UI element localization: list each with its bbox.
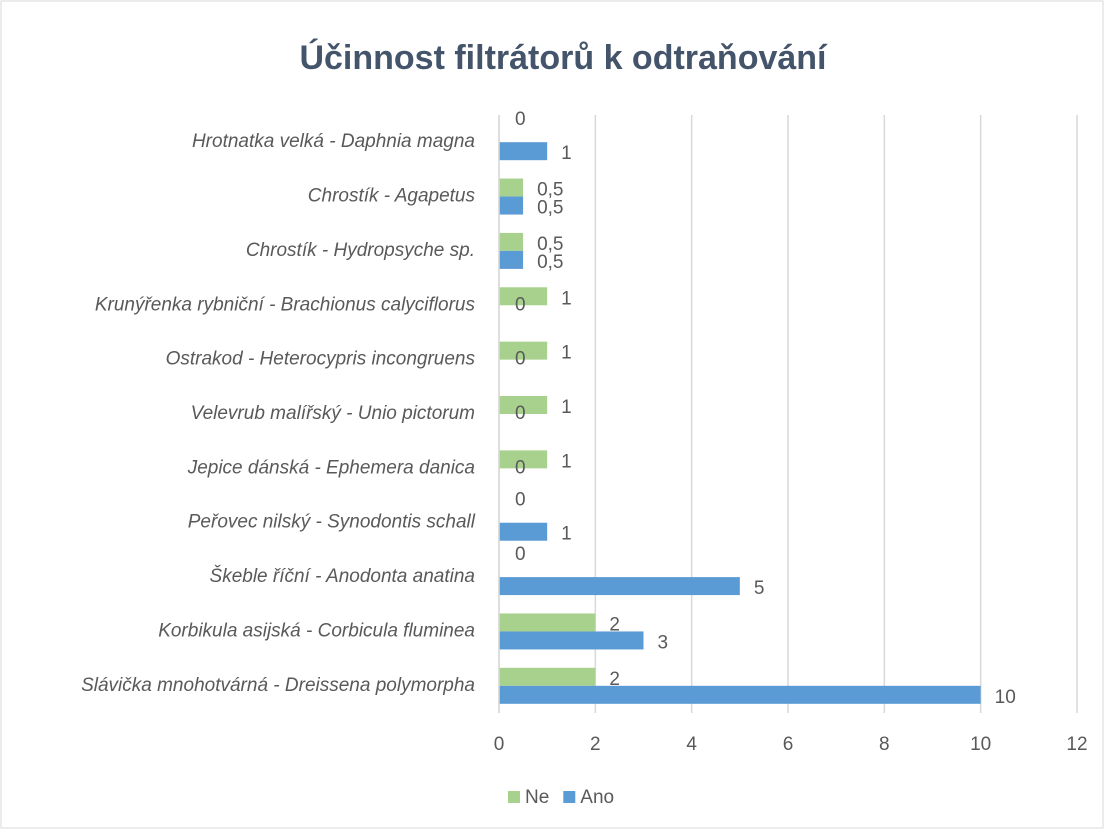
- bar: [499, 450, 548, 469]
- y-tick-label: Jepice dánská - Ephemera danica: [187, 457, 475, 478]
- bar: [499, 396, 548, 414]
- y-tick-label: Velevrub malířský - Unio pictorum: [191, 403, 475, 424]
- y-tick-label: Hrotnatka velká - Daphnia magna: [192, 131, 475, 152]
- data-label: 2: [609, 669, 620, 690]
- data-label: 0: [515, 490, 526, 511]
- bar: [499, 232, 524, 251]
- x-tick-label: 4: [686, 734, 697, 755]
- x-tick-label: 6: [783, 734, 794, 755]
- data-label: 10: [995, 687, 1016, 708]
- bar: [499, 178, 524, 197]
- y-tick-label: Krunýřenka rybniční - Brachionus calycif…: [95, 294, 476, 315]
- bar: [499, 577, 740, 596]
- x-tick-label: 10: [970, 734, 991, 755]
- data-label: 1: [561, 524, 572, 545]
- data-label: 1: [561, 451, 572, 472]
- x-tick-label: 0: [494, 734, 505, 755]
- data-label: 0,5: [537, 180, 563, 201]
- x-tick-label: 12: [1066, 734, 1087, 755]
- y-tick-label: Chrostík - Agapetus: [308, 186, 476, 207]
- data-label: 1: [561, 343, 572, 364]
- y-tick-label: Slávička mnohotvárná - Dreissena polymor…: [81, 675, 475, 696]
- data-label: 0,5: [537, 234, 563, 255]
- bar: [499, 142, 548, 161]
- bar: [499, 341, 548, 360]
- data-label: 1: [561, 288, 572, 309]
- bar: [499, 613, 596, 632]
- chart-title: Účinnost filtrátorů k odtraňování: [299, 39, 828, 77]
- data-label: 5: [754, 578, 765, 599]
- data-label: 3: [658, 632, 669, 653]
- y-tick-label: Chrostík - Hydropsyche sp.: [246, 240, 475, 261]
- y-tick-label: Peřovec nilský - Synodontis schall: [188, 512, 476, 533]
- bar: [499, 522, 548, 541]
- data-label: 0: [515, 403, 526, 424]
- bar: [499, 685, 981, 704]
- legend-label: Ano: [580, 787, 614, 808]
- x-tick-label: 8: [879, 734, 890, 755]
- data-label: 0: [515, 294, 526, 315]
- bar: [499, 250, 524, 269]
- data-label: 0: [515, 544, 526, 565]
- bar: [499, 631, 644, 650]
- data-label: 0,5: [537, 252, 563, 273]
- bar: [499, 667, 596, 686]
- data-label: 2: [609, 614, 620, 635]
- x-tick-label: 2: [590, 734, 601, 755]
- data-label: 0: [515, 109, 526, 130]
- y-tick-label: Korbikula asijská - Corbicula fluminea: [158, 620, 475, 641]
- data-label: 0: [515, 457, 526, 478]
- y-tick-label: Ostrakod - Heterocypris incongruens: [166, 349, 476, 370]
- data-label: 1: [561, 143, 572, 164]
- bar: [499, 196, 524, 215]
- legend-swatch: [508, 791, 520, 803]
- bar: [499, 287, 548, 306]
- legend-label: Ne: [525, 787, 549, 808]
- data-label: 1: [561, 397, 572, 418]
- y-tick-label: Škeble říční - Anodonta anatina: [210, 565, 475, 587]
- legend-swatch: [563, 791, 576, 803]
- data-label: 0: [515, 349, 526, 370]
- data-label: 0,5: [537, 198, 563, 219]
